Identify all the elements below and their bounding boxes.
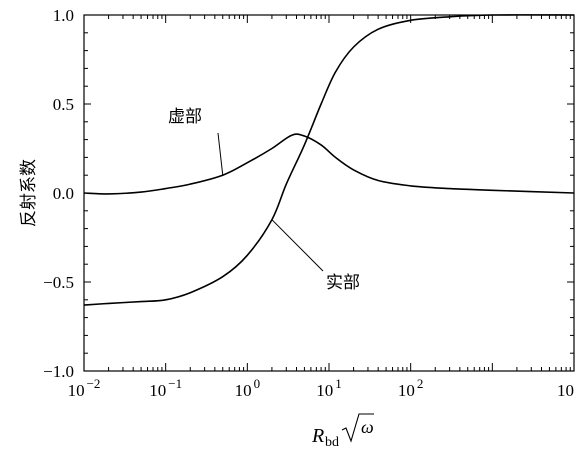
x-axis-label-radicand: ω bbox=[361, 417, 374, 437]
y-tick-label: −0.5 bbox=[43, 273, 74, 292]
annotation-imaginary: 虚部 bbox=[168, 107, 202, 127]
x-tick-label: 10 1 bbox=[316, 376, 342, 400]
plot-frame bbox=[83, 14, 575, 372]
y-tick-label: 0.0 bbox=[53, 184, 74, 203]
x-tick-labels: 10 −2 10 −1 10 0 10 1 10 2 10 bbox=[68, 376, 574, 400]
y-tick-label: −1.0 bbox=[43, 362, 74, 381]
real-part-line bbox=[83, 14, 575, 306]
x-axis-label-sub: bd bbox=[325, 435, 339, 450]
annotation-leader bbox=[271, 219, 324, 272]
annotation-leader bbox=[217, 132, 224, 176]
x-axis-label: R bd ω bbox=[311, 413, 374, 450]
x-axis-label-main: R bbox=[311, 425, 324, 447]
x-tick-label: 10 −2 bbox=[68, 376, 101, 400]
imaginary-part-line bbox=[83, 133, 575, 195]
y-tick-label: 1.0 bbox=[53, 6, 74, 25]
y-tick-label: 0.5 bbox=[53, 95, 74, 114]
x-tick-label: 10 2 bbox=[398, 376, 424, 400]
series-lines bbox=[83, 14, 575, 306]
x-tick-label: 10 bbox=[557, 381, 574, 400]
y-tick-labels: 1.0 0.5 0.0 −0.5 −1.0 bbox=[43, 6, 74, 381]
y-axis-label: 反射系数 bbox=[19, 159, 39, 227]
sqrt-sign bbox=[341, 413, 374, 443]
annotation-real: 实部 bbox=[326, 273, 360, 293]
axis-ticks bbox=[83, 14, 575, 372]
x-tick-label: 10 −1 bbox=[149, 376, 182, 400]
x-tick-label: 10 0 bbox=[235, 376, 260, 400]
